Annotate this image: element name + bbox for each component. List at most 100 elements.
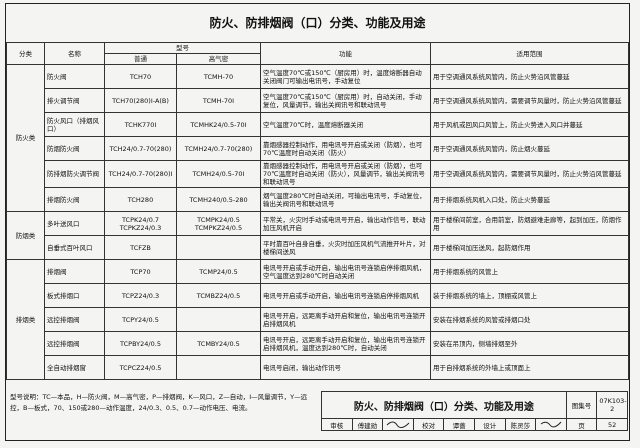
cell: 排烟阀 [44,259,105,284]
value: 陈灵莎 [504,418,537,431]
cell: 烟气温度280℃时自动关闭，可输出电讯号，手动复位，输出关阀讯号和联动讯号 [260,187,431,212]
cell: 靠烟感器控制动作，用电讯号开启或关闭（防烟），也可70℃温度时自动关闭（防火），… [260,160,431,188]
cell: TCMH24/0.5-70I [176,160,261,188]
table-row: 排火调节阀 TCH70(280)I-A(B) TCMH-70I 空气温度70℃或150… [7,88,629,113]
cell: TCH70(280)I-A(B) [104,88,177,113]
cell: TCMH240/0.5-280 [176,187,261,212]
cell: TCH280 [104,187,177,212]
cell: 平常关，火灾时手动或电讯号开启，输出动作信号，联动加压风机开启 [260,211,431,236]
table-row: 全自动排烟窗 TCPCZ24/0.5 电讯号启闭，输出动作讯号 用于自排烟系统的外墙上… [7,355,629,380]
table-row: 远控排烟阀 TCPBY24/0.5 TCMBY24/0.5 电讯号开启，远距离手动开启… [7,331,629,356]
signature [382,418,414,431]
cell-line: TCPK24/0.7 [121,215,160,224]
value: 谭蔷 [443,418,475,431]
cell-line: TCMPK24/0.5 [197,215,240,224]
cell: 用于风机或回风口风管上，防止火势进入风口并蔓延 [430,112,629,137]
cell: 用于楼梯间加压送风，起防烟作用 [430,235,629,260]
signature [535,418,567,431]
cell: 全自动排烟窗 [44,355,105,380]
value: 52 [596,418,628,431]
cell: 安装在吊顶内，侧墙排烟至外 [430,331,629,356]
title-block: 防火、防排烟阀（口）分类、功能及用途 图集号 07K103-2 审核 傅建勋 校… [321,391,628,431]
table-row: 远控排烟阀 TCPY24/0.5 电讯号开启，远距离手动开启和复位，输出电讯号连锁开… [7,307,629,332]
label: 图集号 [565,391,598,419]
cell: 防烟防火阀 [44,136,105,161]
cell: 防排烟防火调节阀 [44,160,105,188]
title-block-title: 防火、防排烟阀（口）分类、功能及用途 [321,391,567,419]
header-cell: 适用范围 [430,42,629,65]
signature-mark [386,421,410,429]
cell: 用于排烟系统的风管上 [430,259,629,284]
table-row: 防火类 防火阀 TCH70 TCMH-70 空气温度70℃或150℃（厨房用）时，温度熔… [6,64,629,212]
category-cell: 防火类 [6,64,45,212]
cell: 电讯号开启，远距离手动开启和复位，输出电讯号连锁开启排烟风机 [260,307,431,332]
cell: 用于自排烟系统的外墙上或顶面上 [430,355,629,380]
cell-line: TCMPKZ24/0.5 [194,223,243,232]
cell: 空气温度70℃或150℃（厨房用）时，温度熔断器自动关闭阀门可输出电讯号，手动复… [260,64,431,89]
cell: TCMH24/0.7-70(280) [176,136,261,161]
category-cell: 防烟类 [6,211,45,260]
cell: 多叶送风口 [44,211,105,236]
cell: TCPK24/0.7 TCPKZ24/0.3 [104,211,177,236]
cell: 靠烟感器控制动作，用电讯号开启或关闭（防烟），也可70℃温度时自动关闭（防火） [260,136,431,161]
cell: TCMH-70 [176,64,261,89]
table-row: 排烟类 排烟阀 TCP70 TCMP24/0.5 电讯号开启或手动开启，输出电讯号连锁启… [6,259,629,380]
cell: 排火调节阀 [44,88,105,113]
drawing-frame: 防火、防排烟阀（口）分类、功能及用途 分类 名称 型号 功能 适用范围 普通 高… [5,3,630,441]
cell: 空气温度70℃时，温度熔断器关闭 [260,112,431,137]
cell: TCMPK24/0.5 TCMPKZ24/0.5 [176,211,261,236]
cell: 用于空调通风系统风管内，需要调节风量时，防止火势沿风管蔓延 [430,88,629,113]
table: 分类 名称 型号 功能 适用范围 普通 高气密 防火类 防火阀 TCH70 TCMH-… [6,42,629,380]
cell: TCFZB [104,235,177,260]
cell: TCH24/0.7-70(280)I [104,160,177,188]
cell: 防火风口（排烟风口） [44,112,105,137]
header-cell: 普通 [104,53,177,65]
notes: 型号说明：TC—本品，H—防火阀，M—高气密，P—排烟阀，K—风口，Z—自动，I… [10,393,308,412]
table-row: 防火风口（排烟风口） TCHK770I TCMHK24/0.5-70I 空气温度70℃… [7,112,629,137]
cell: 用于空调通风系统风管内，需要调节风量时，防止火势沿风管蔓延 [430,160,629,188]
cell: TCMHK24/0.5-70I [176,112,261,137]
cell: 电讯号开启，远距离手动开启和复位，输出电讯号连锁开启排烟风机，温度达到280℃时… [260,331,431,356]
table-row: 自垂式百叶风口 TCFZB 平时靠百叶自身自垂，火灾时加压风机气流推开叶片，对楼梯间… [7,235,629,260]
cell: 用于楼梯间前室，合用前室，防烟避难走廊等，起到加压，防烟作用 [430,211,629,236]
header-cell: 名称 [44,42,105,65]
cell: TCPCZ24/0.5 [104,355,177,380]
cell: 远控排烟阀 [44,331,105,356]
cell: TCMP24/0.5 [176,259,261,284]
cell: 排烟防火阀 [44,187,105,212]
cell [176,355,261,380]
cell: 电讯号开启或手动开启，输出电讯号连锁启停排烟风机，空气温度达到280℃时自动关闭 [260,259,431,284]
cell [176,235,261,260]
cell: TCMBY24/0.5 [176,331,261,356]
cell: TCP70 [104,259,177,284]
label: 设计 [473,418,506,431]
cell: 电讯号启闭，输出动作讯号 [260,355,431,380]
value: 傅建勋 [351,418,384,431]
cell: TCMH-70I [176,88,261,113]
cell: 用于空调通风系统风管内，防止烟火蔓延 [430,136,629,161]
cell: TCMBZ24/0.5 [176,283,261,308]
cell: 空气温度70℃或150℃（厨房用）时，自动关闭，手动复位，风量调节，输出关阀讯号… [260,88,431,113]
label: 审核 [321,418,353,431]
cell: 远控排烟阀 [44,307,105,332]
table-row: 防排烟防火调节阀 TCH24/0.7-70(280)I TCMH24/0.5-70I… [7,160,629,188]
value: 07K103-2 [596,391,628,419]
cell: 电讯号开启或手动开启，输出电讯号连锁启停排烟风机 [260,283,431,308]
header-cell: 型号 [104,42,261,54]
cell: 安装在排烟系统的风管或排烟口处 [430,307,629,332]
table-row: 排烟防火阀 TCH280 TCMH240/0.5-280 烟气温度280℃时自动关闭，… [7,187,629,212]
signature-mark [540,421,562,428]
header-cell: 高气密 [176,53,261,65]
table-row: 防烟防火阀 TCH24/0.7-70(280) TCMH24/0.7-70(280)… [7,136,629,161]
category-cell: 排烟类 [6,259,45,380]
cell: TCPY24/0.5 [104,307,177,332]
cell: 板式排烟口 [44,283,105,308]
cell: TCHK770I [104,112,177,137]
table-row: 板式排烟口 TCPZ24/0.3 TCMBZ24/0.5 电讯号开启或手动开启，输出电… [7,283,629,308]
cell: 自垂式百叶风口 [44,235,105,260]
cell: 用于排烟系统风机入口处，防止火势蔓延 [430,187,629,212]
cell: 平时靠百叶自身自垂，火灾时加压风机气流推开叶片，对楼梯间送风 [260,235,431,260]
header-cell: 功能 [260,42,431,65]
cell: 用于空调通风系统风管内，防止火势沿风管蔓延 [430,64,629,89]
